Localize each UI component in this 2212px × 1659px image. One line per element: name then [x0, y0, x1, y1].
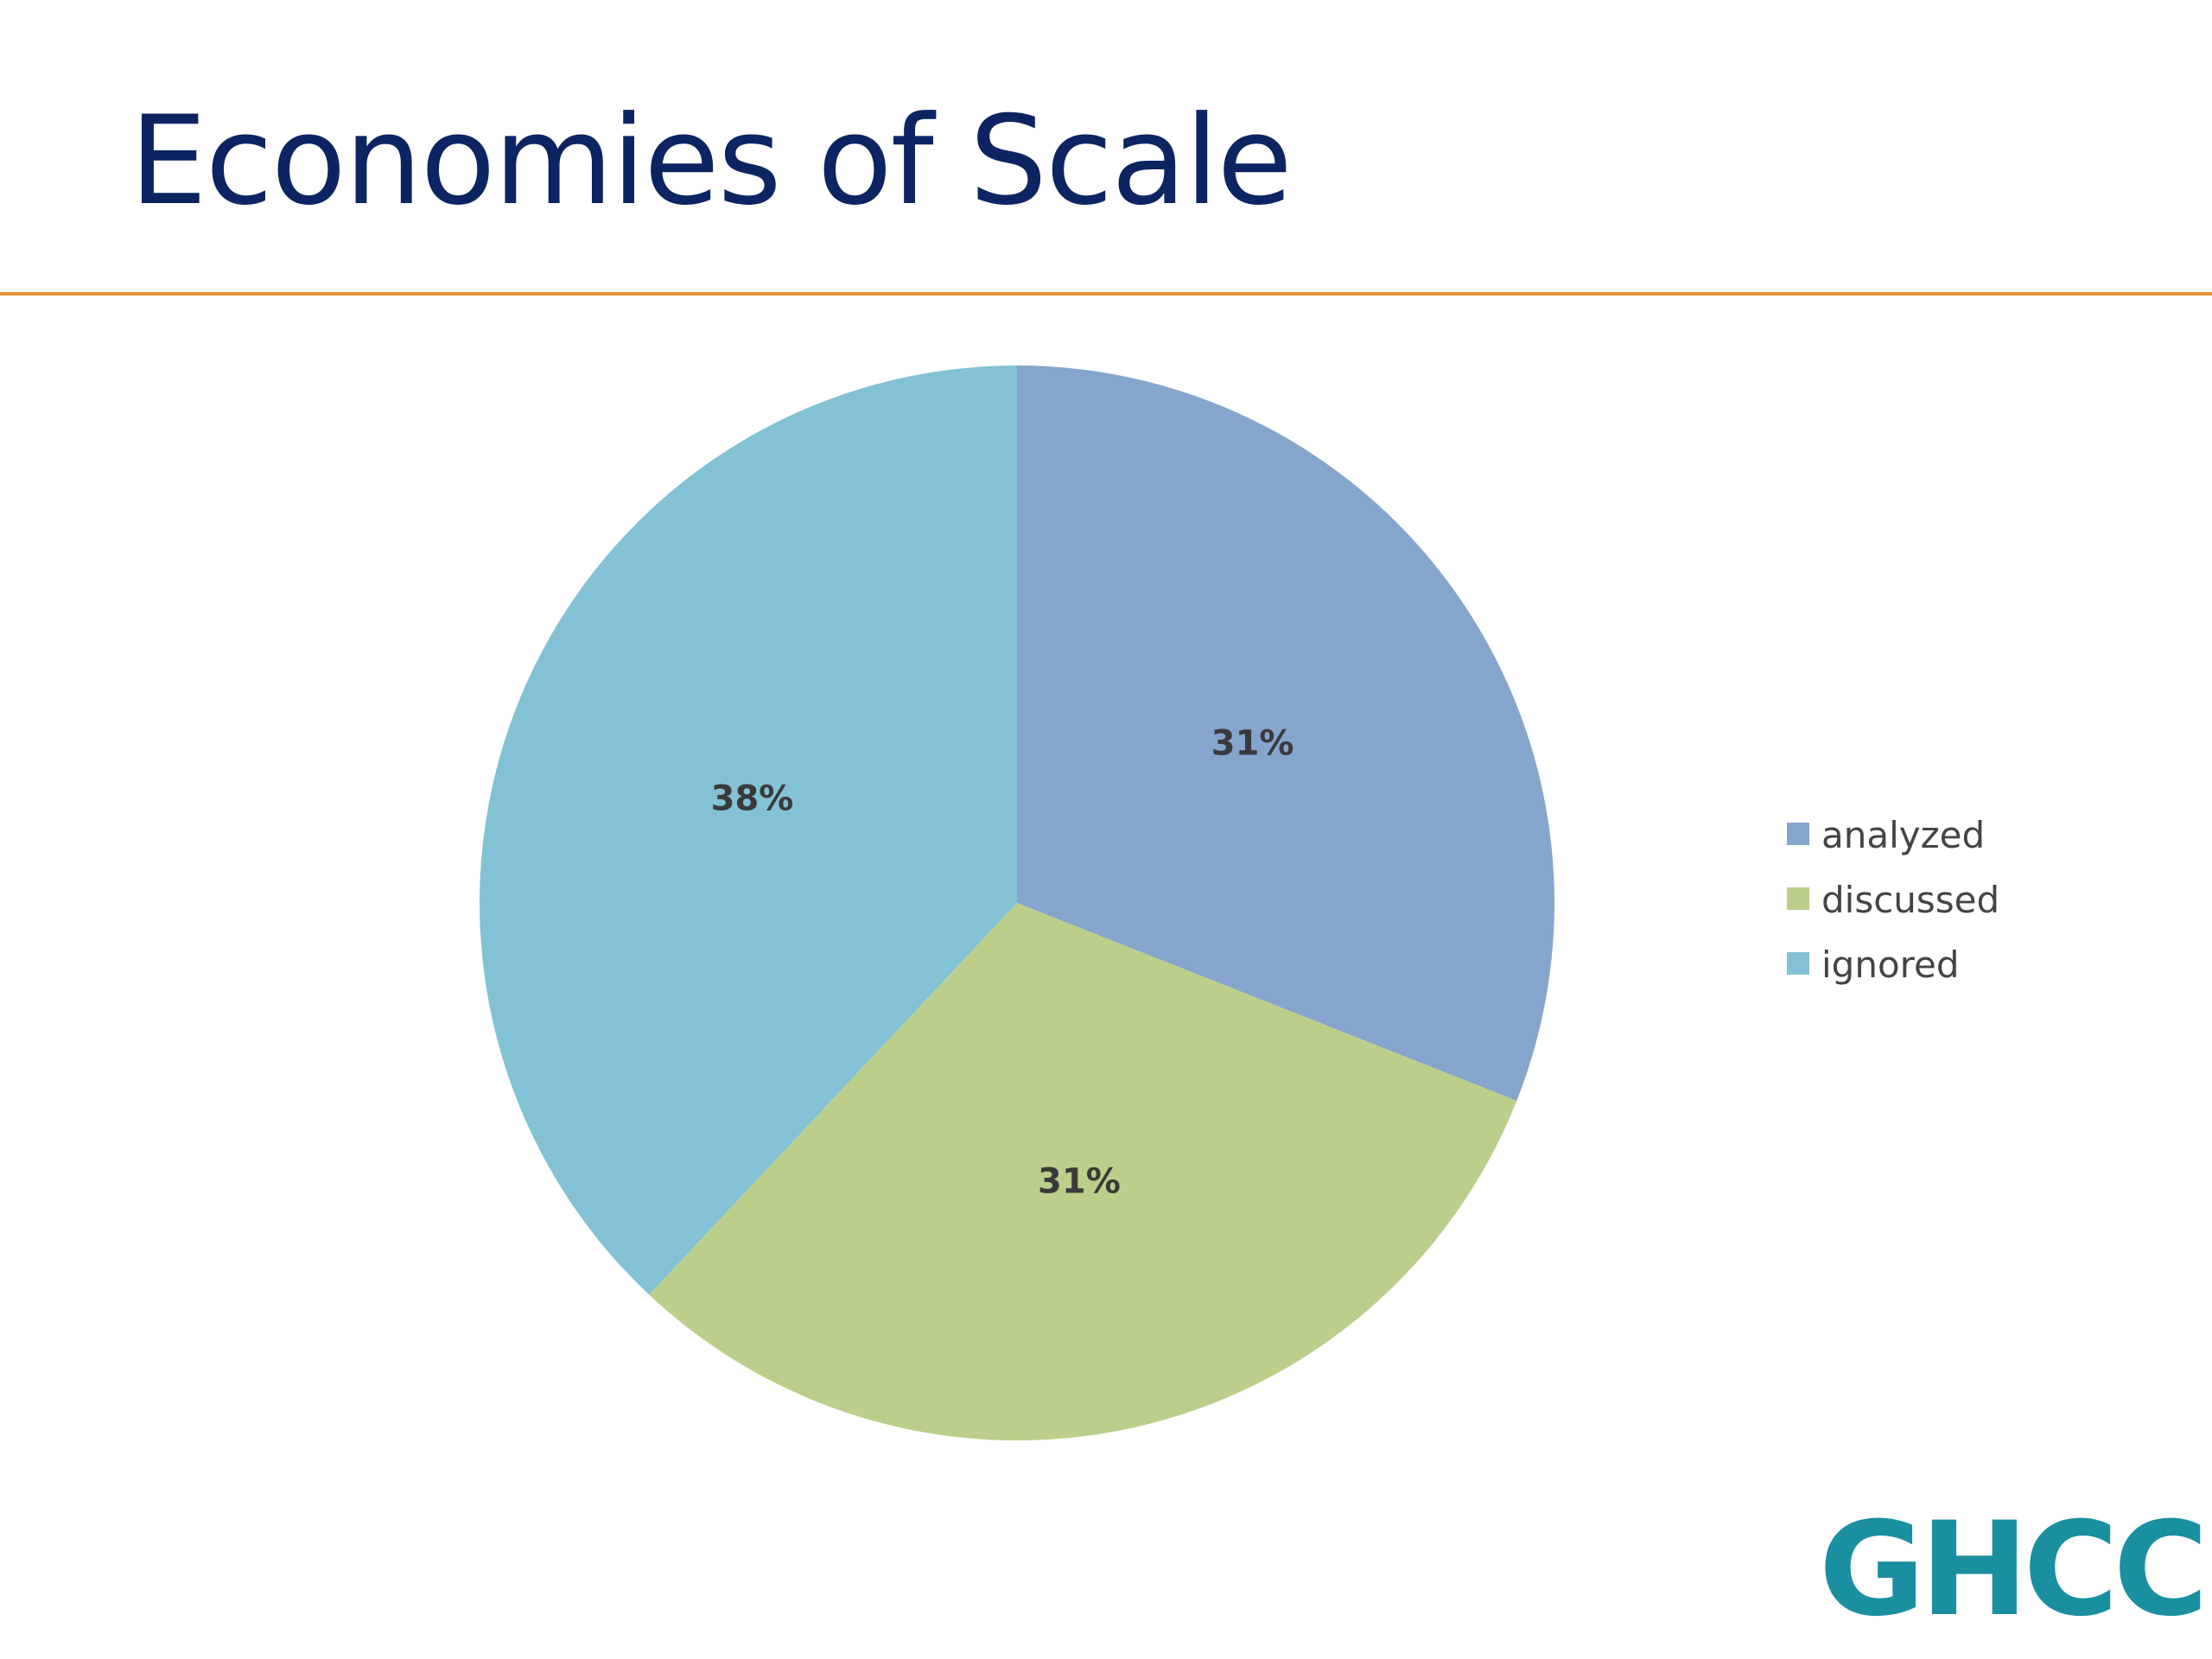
pie-slice-analyzed [1017, 365, 1554, 1101]
legend-swatch-ignored [1787, 952, 1809, 975]
chart-legend: analyzed discussed ignored [1787, 814, 1999, 986]
legend-swatch-analyzed [1787, 823, 1809, 845]
pie-slices [480, 365, 1554, 1440]
data-label-ignored: 38% [711, 779, 794, 819]
legend-swatch-discussed [1787, 887, 1809, 910]
pie-slice-discussed [649, 903, 1517, 1440]
slide-title: Economies of Scale [130, 90, 1293, 232]
data-label-discussed: 31% [1038, 1162, 1121, 1202]
pie-data-labels: 31% 31% 38% [711, 724, 1294, 1202]
legend-label-analyzed: analyzed [1821, 814, 1985, 856]
ghcc-logo: GHCC [1819, 1495, 2203, 1645]
legend-label-discussed: discussed [1821, 879, 1999, 921]
title-divider [0, 292, 2212, 296]
legend-label-ignored: ignored [1821, 944, 1960, 986]
pie-slice-ignored [480, 365, 1017, 1295]
data-label-analyzed: 31% [1211, 724, 1294, 764]
